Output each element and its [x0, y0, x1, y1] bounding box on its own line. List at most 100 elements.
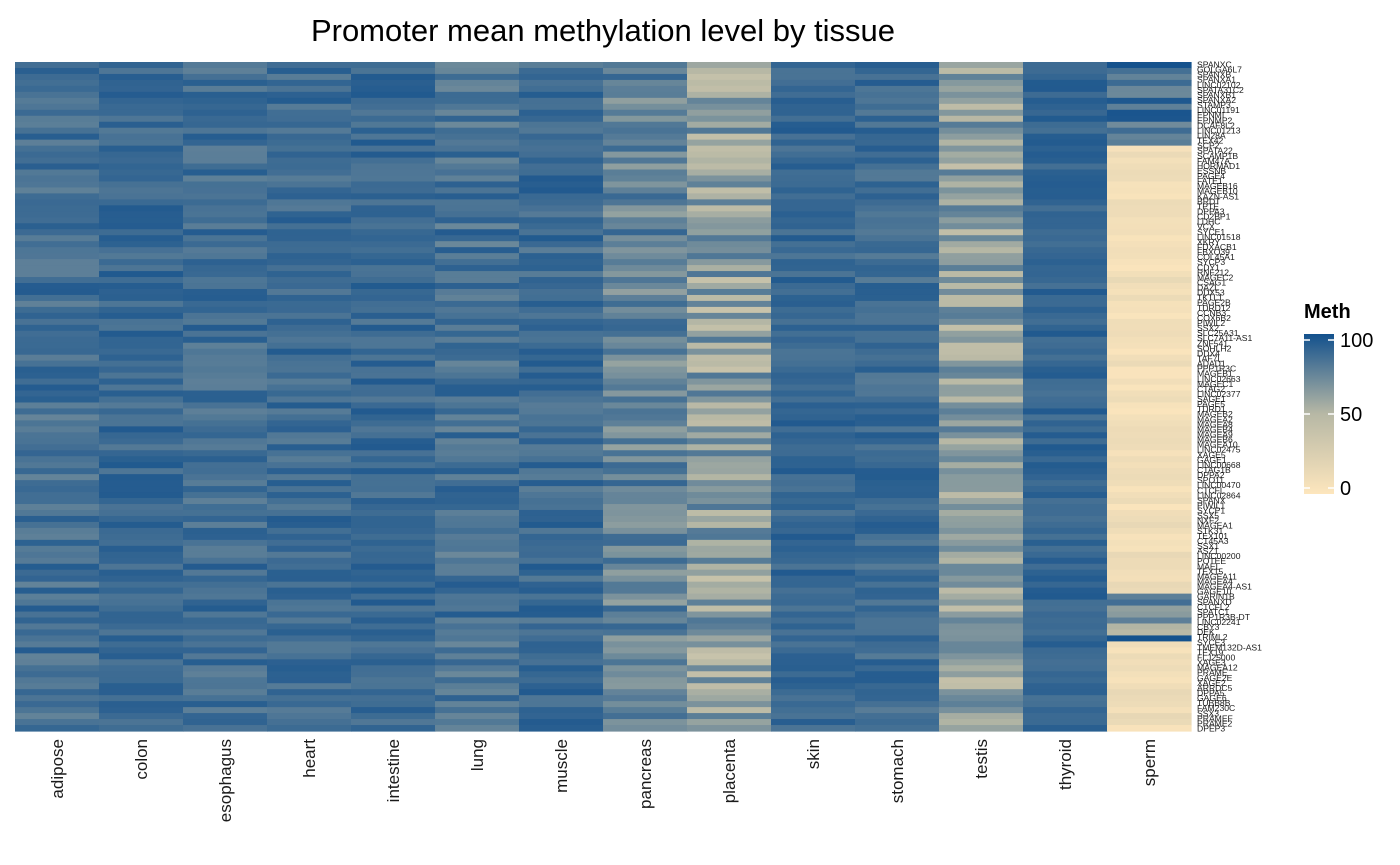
heatmap-cell	[351, 241, 436, 248]
heatmap-cell	[519, 336, 604, 344]
row-label: SSX5	[1197, 511, 1219, 521]
heatmap-cell	[15, 557, 100, 565]
heatmap-cell	[519, 599, 604, 607]
heatmap-cell	[15, 408, 100, 416]
heatmap-cell	[855, 719, 940, 726]
heatmap-cell	[99, 199, 184, 206]
heatmap-cell	[1023, 509, 1108, 517]
heatmap-cell	[351, 378, 436, 386]
heatmap-cell	[1023, 599, 1108, 607]
heatmap-cell	[435, 533, 520, 541]
row-label: TEX101	[1197, 531, 1228, 541]
heatmap-cell	[351, 288, 436, 296]
heatmap-cell	[939, 719, 1024, 726]
heatmap-cell	[1023, 271, 1108, 278]
heatmap-cell	[435, 420, 520, 427]
heatmap-cell	[1107, 593, 1192, 601]
heatmap-cell	[519, 157, 604, 165]
heatmap-cell	[603, 175, 688, 183]
heatmap-cell	[687, 587, 772, 595]
row-label: CTCFL2	[1197, 602, 1230, 612]
heatmap-cell	[855, 300, 940, 308]
heatmap-cell	[15, 527, 100, 535]
heatmap-cell	[267, 306, 352, 314]
heatmap-cell	[939, 695, 1024, 702]
heatmap-cell	[771, 581, 856, 589]
row-label: SOHLH2	[1197, 343, 1232, 353]
heatmap-cell	[939, 139, 1024, 147]
heatmap-cell	[519, 420, 604, 427]
heatmap-cell	[1023, 504, 1108, 511]
heatmap-cell	[855, 103, 940, 111]
heatmap-cell	[267, 235, 352, 242]
heatmap-cell	[603, 217, 688, 224]
heatmap-cell	[519, 241, 604, 248]
heatmap-cell	[267, 157, 352, 165]
heatmap-cell	[435, 504, 520, 511]
heatmap-cell	[855, 647, 940, 654]
heatmap-cell	[15, 294, 100, 302]
heatmap-cell	[687, 157, 772, 165]
heatmap-cell	[1107, 91, 1192, 99]
heatmap-cell	[855, 450, 940, 457]
heatmap-cell	[687, 551, 772, 559]
heatmap-cell	[939, 175, 1024, 183]
row-label: DDX53	[1197, 288, 1225, 298]
heatmap-cell	[15, 611, 100, 619]
heatmap-cell	[1107, 223, 1192, 230]
heatmap-cell	[267, 551, 352, 559]
heatmap-cell	[855, 683, 940, 690]
heatmap-cell	[687, 253, 772, 260]
heatmap-cell	[99, 653, 184, 660]
heatmap-cell	[183, 450, 268, 457]
heatmap-cell	[351, 402, 436, 410]
heatmap-cell	[99, 277, 184, 284]
heatmap-cell	[603, 103, 688, 111]
heatmap-cell	[183, 199, 268, 206]
heatmap-cell	[603, 300, 688, 308]
heatmap-cell	[687, 456, 772, 463]
heatmap-cell	[771, 181, 856, 189]
heatmap-cell	[771, 67, 856, 75]
heatmap-cell	[603, 366, 688, 374]
row-label: COX6B2	[1197, 313, 1231, 323]
heatmap-cell	[519, 193, 604, 200]
heatmap-cell	[687, 671, 772, 678]
heatmap-cell	[939, 593, 1024, 601]
heatmap-cell	[1107, 163, 1192, 171]
heatmap-cell	[687, 557, 772, 565]
heatmap-cell	[1107, 277, 1192, 284]
heatmap-cell	[435, 641, 520, 648]
heatmap-cell	[183, 181, 268, 189]
heatmap-cell	[1107, 324, 1192, 332]
heatmap-cell	[519, 115, 604, 123]
heatmap-cell	[1107, 509, 1192, 517]
heatmap-cell	[435, 611, 520, 619]
heatmap-cell	[435, 259, 520, 266]
heatmap-cell	[687, 647, 772, 654]
heatmap-cell	[1023, 569, 1108, 577]
heatmap-cell	[15, 713, 100, 720]
heatmap-cell	[855, 187, 940, 195]
column-label-placenta: placenta	[720, 738, 739, 803]
heatmap-cell	[435, 450, 520, 457]
heatmap-cell	[15, 73, 100, 81]
row-label: FAM47A	[1197, 156, 1230, 166]
heatmap-cell	[519, 223, 604, 230]
heatmap-cell	[519, 354, 604, 362]
heatmap-cell	[99, 647, 184, 654]
heatmap-cell	[519, 707, 604, 714]
heatmap-cell	[1023, 151, 1108, 159]
heatmap-cell	[1023, 671, 1108, 678]
heatmap-cell	[687, 629, 772, 637]
heatmap-cell	[1023, 139, 1108, 147]
heatmap-cell	[687, 265, 772, 272]
row-label: SPANXB	[1197, 70, 1231, 80]
heatmap-cell	[351, 581, 436, 589]
heatmap-cell	[1107, 557, 1192, 565]
heatmap-cell	[15, 318, 100, 326]
heatmap-cell	[183, 97, 268, 105]
heatmap-cell	[99, 713, 184, 720]
heatmap-cell	[435, 557, 520, 565]
heatmap-cell	[939, 653, 1024, 660]
